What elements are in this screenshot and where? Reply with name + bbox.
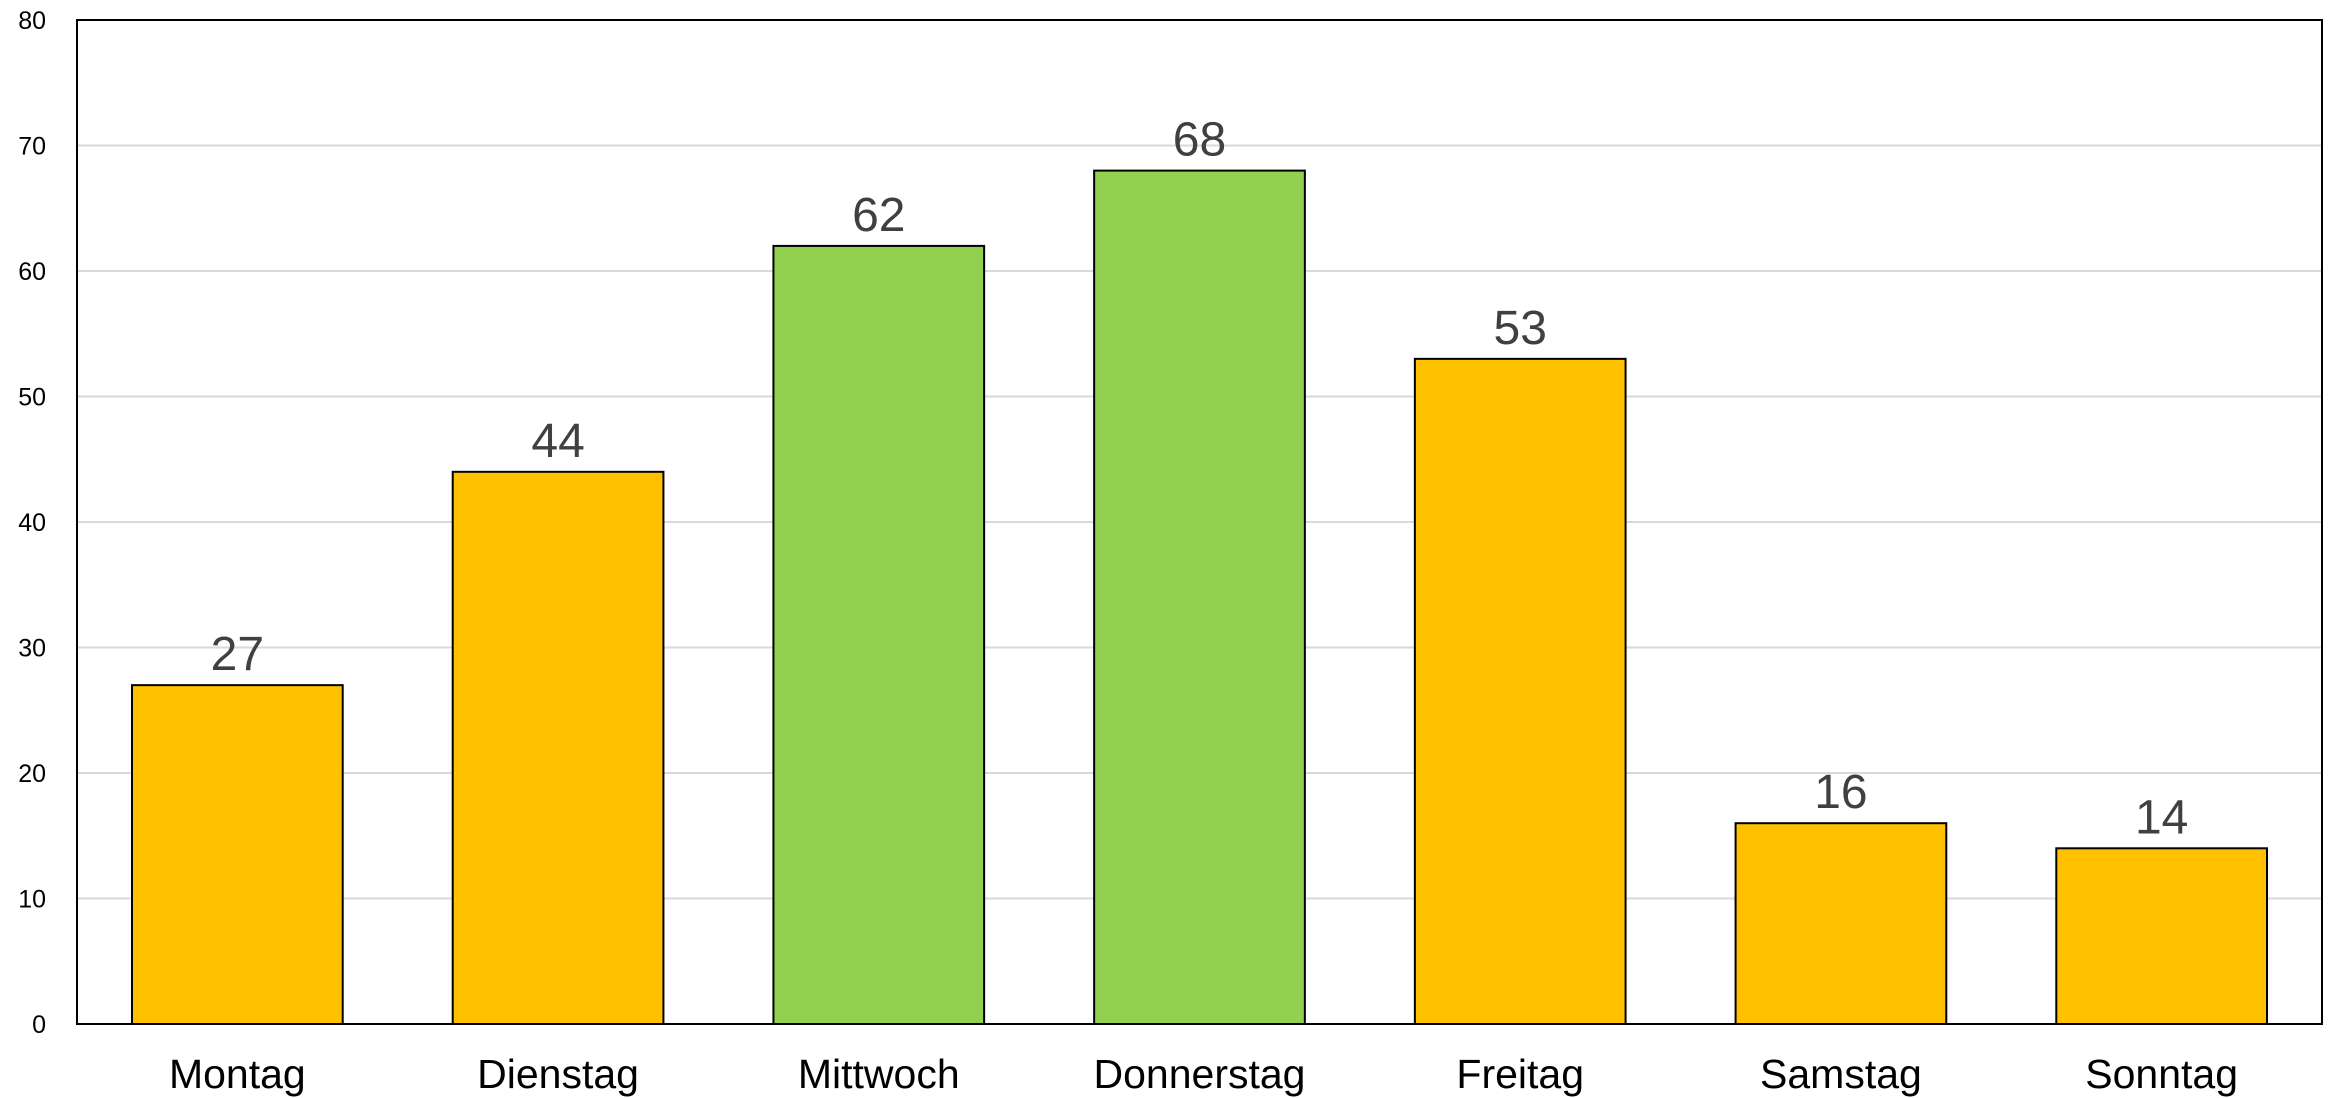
data-label: 14 xyxy=(2135,791,2188,844)
bar-samstag xyxy=(1734,822,1948,1026)
bar-montag xyxy=(131,684,344,1026)
x-axis-category-labels: Montag Dienstag Mittwoch Donnerstag Freitag S… xyxy=(169,1051,2238,1097)
x-category-label: Donnerstag xyxy=(1094,1051,1306,1097)
y-tick-label: 0 xyxy=(32,1011,46,1039)
bar-donnerstag xyxy=(1093,169,1306,1026)
bar-freitag xyxy=(1413,357,1627,1026)
data-label: 27 xyxy=(211,628,264,681)
data-label: 53 xyxy=(1494,302,1547,355)
y-tick-label: 10 xyxy=(18,886,46,914)
y-tick-label: 20 xyxy=(18,760,46,788)
x-category-label: Sonntag xyxy=(2085,1051,2238,1097)
x-category-label: Dienstag xyxy=(477,1051,639,1097)
x-category-label: Samstag xyxy=(1760,1051,1922,1097)
y-axis-tick-labels: 0 10 20 30 40 50 60 70 80 xyxy=(18,7,46,1039)
data-label: 44 xyxy=(531,415,584,468)
y-tick-label: 60 xyxy=(18,258,46,286)
bar-mittwoch xyxy=(772,244,986,1025)
bar-dienstag xyxy=(451,470,665,1025)
x-category-label: Montag xyxy=(169,1051,306,1097)
y-tick-label: 80 xyxy=(18,7,46,35)
data-label: 62 xyxy=(852,189,905,242)
plot-area-frame xyxy=(76,19,2323,1025)
data-label: 16 xyxy=(1814,766,1867,819)
y-tick-label: 50 xyxy=(18,384,46,412)
bars xyxy=(131,169,2268,1026)
bar-sonntag xyxy=(2055,847,2268,1025)
y-tick-label: 40 xyxy=(18,509,46,537)
x-category-label: Mittwoch xyxy=(798,1051,960,1097)
x-category-label: Freitag xyxy=(1456,1051,1584,1097)
data-labels: 27 44 62 68 53 16 14 xyxy=(211,114,2189,845)
y-tick-label: 70 xyxy=(18,133,46,161)
y-tick-label: 30 xyxy=(18,635,46,663)
data-label: 68 xyxy=(1173,114,1226,167)
